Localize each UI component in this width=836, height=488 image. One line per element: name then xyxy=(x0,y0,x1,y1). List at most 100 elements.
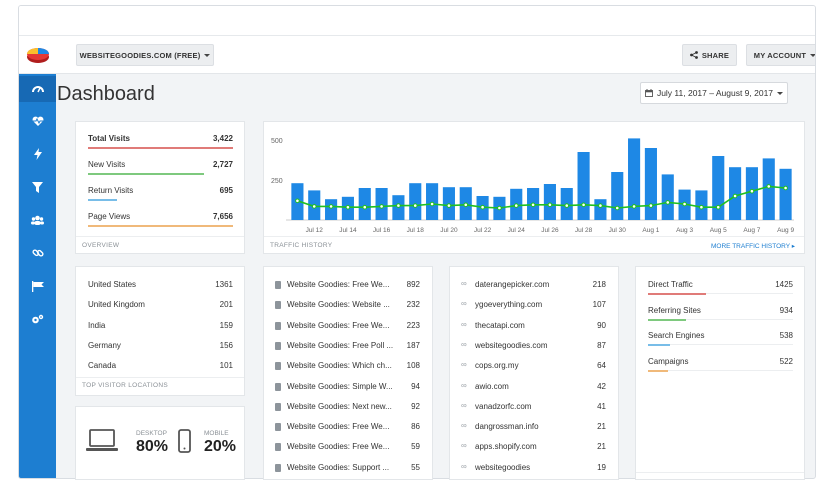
date-range-button[interactable]: July 11, 2017 – August 9, 2017 xyxy=(640,82,788,104)
mobile-label: MOBILE xyxy=(204,430,229,437)
pie-logo-icon xyxy=(26,47,49,63)
page-views-count: 55 xyxy=(411,462,420,472)
flag-icon xyxy=(31,280,44,292)
my-account-button[interactable]: MY ACCOUNT xyxy=(746,44,815,66)
x-tick-label: Jul 26 xyxy=(541,227,559,234)
x-tick-label: Jul 22 xyxy=(474,227,492,234)
page-title-item[interactable]: Website Goodies: Free We... xyxy=(287,320,390,330)
metric-value: 695 xyxy=(219,186,233,195)
referrer-domain[interactable]: websitegoodies.com xyxy=(475,340,548,350)
referrer-count: 42 xyxy=(597,381,606,391)
mobile-icon xyxy=(178,429,191,453)
logo[interactable] xyxy=(19,36,56,74)
page-title-item[interactable]: Website Goodies: Simple W... xyxy=(287,381,393,391)
date-range-label: July 11, 2017 – August 9, 2017 xyxy=(656,88,774,98)
referrer-domain[interactable]: apps.shopify.com xyxy=(475,442,537,452)
referrer-count: 218 xyxy=(592,280,606,289)
visits-point xyxy=(581,202,586,208)
visits-point xyxy=(783,185,788,191)
traffic-bar xyxy=(358,188,371,220)
link-icon xyxy=(31,249,44,257)
traffic-bar xyxy=(729,167,742,220)
location-name: India xyxy=(88,320,106,330)
metric-bar xyxy=(88,147,233,149)
referrer-count: 90 xyxy=(597,320,606,330)
source-bar xyxy=(648,369,668,372)
visits-point xyxy=(530,202,536,208)
page-title-item[interactable]: Website Goodies: Website ... xyxy=(287,300,390,310)
visits-point xyxy=(631,204,637,209)
visits-point xyxy=(446,203,452,208)
metric-bar xyxy=(88,225,233,227)
share-icon xyxy=(689,51,698,59)
traffic-bar xyxy=(577,152,590,220)
referrer-domain[interactable]: thecatapi.com xyxy=(475,320,525,330)
sidebar-item-goals[interactable] xyxy=(19,273,56,299)
page-title-item[interactable]: Website Goodies: Which ch... xyxy=(287,361,392,371)
referrer-domain[interactable]: daterangepicker.com xyxy=(475,280,550,289)
more-traffic-history-link[interactable]: MORE TRAFFIC HISTORY ▸ xyxy=(711,242,795,250)
page-title-item[interactable]: Website Goodies: Support ... xyxy=(287,462,390,472)
sidebar-item-funnels[interactable] xyxy=(19,174,56,200)
y-tick-label: 500 xyxy=(271,138,283,145)
traffic-sources-card: Direct Traffic 1425 Referring Sites 934 Sear… xyxy=(635,266,805,480)
mobile-value: 20% xyxy=(204,438,237,455)
link-icon: ∞ xyxy=(461,319,467,329)
visits-point xyxy=(715,204,721,210)
x-tick-label: Aug 5 xyxy=(710,227,727,234)
page-title-item[interactable]: Website Goodies: Free We... xyxy=(287,442,390,452)
source-count: 522 xyxy=(779,356,793,366)
sidebar-item-visitors[interactable] xyxy=(19,207,56,233)
desktop-label: DESKTOP xyxy=(136,430,167,437)
visits-line xyxy=(297,185,786,209)
traffic-bar xyxy=(611,172,624,220)
referrer-count: 19 xyxy=(597,462,606,472)
x-tick-label: Jul 24 xyxy=(508,227,526,234)
referrer-domain[interactable]: ygoeverything.com xyxy=(475,300,543,310)
sidebar-item-links[interactable] xyxy=(19,240,56,266)
page-title-item[interactable]: Website Goodies: Free Poll ... xyxy=(287,340,394,350)
card-divider xyxy=(76,377,244,378)
page-title-item[interactable]: Website Goodies: Free We... xyxy=(287,422,390,432)
sidebar-item-heartbeat[interactable] xyxy=(19,108,56,134)
traffic-bar xyxy=(661,174,674,220)
location-count: 201 xyxy=(219,300,233,310)
source-track xyxy=(648,293,793,294)
link-icon: ∞ xyxy=(461,360,467,370)
referrer-domain[interactable]: dangrossman.info xyxy=(475,422,539,432)
location-name: Germany xyxy=(88,340,121,350)
referrer-domain[interactable]: cops.org.my xyxy=(475,361,519,371)
traffic-bar xyxy=(745,167,758,220)
traffic-history-card: 250 500 Jul 12 Jul 14 Jul 16 Jul 18 Jul 20 Jul … xyxy=(263,121,805,254)
page-views-count: 232 xyxy=(406,300,420,310)
location-name: United States xyxy=(88,280,137,289)
referrer-count: 21 xyxy=(597,442,606,452)
sidebar-item-dashboard[interactable] xyxy=(19,76,56,102)
location-name: United Kingdom xyxy=(88,300,145,310)
referrer-domain[interactable]: awio.com xyxy=(475,381,509,391)
link-icon: ∞ xyxy=(461,441,467,451)
site-selector-button[interactable]: WEBSITEGOODIES.COM (FREE) xyxy=(76,44,214,66)
visits-point xyxy=(311,204,317,209)
sidebar-item-realtime[interactable] xyxy=(19,141,56,167)
locations-card: United States 1361 United Kingdom 201 India 1… xyxy=(75,266,245,396)
traffic-bar xyxy=(762,158,775,220)
link-icon: ∞ xyxy=(461,421,467,431)
overview-footer: OVERVIEW xyxy=(82,242,120,249)
traffic-bar xyxy=(594,199,607,220)
site-selector-label: WEBSITEGOODIES.COM (FREE) xyxy=(79,50,201,60)
page-views-count: 223 xyxy=(406,320,420,330)
x-tick-label: Aug 7 xyxy=(743,227,760,234)
referrer-domain[interactable]: websitegoodies xyxy=(475,462,531,472)
link-icon: ∞ xyxy=(461,461,467,471)
metric-value: 7,656 xyxy=(212,212,233,221)
page-title-item[interactable]: Website Goodies: Free We... xyxy=(287,280,390,289)
sidebar-item-settings[interactable] xyxy=(19,306,56,332)
visits-point xyxy=(766,184,772,189)
page-title-item[interactable]: Website Goodies: Next new... xyxy=(287,401,392,411)
share-button[interactable]: SHARE xyxy=(682,44,737,66)
referrer-domain[interactable]: vanadzorfc.com xyxy=(475,401,532,411)
metric-bar xyxy=(88,199,117,201)
filter-icon xyxy=(32,181,43,193)
x-tick-label: Jul 28 xyxy=(575,227,593,234)
